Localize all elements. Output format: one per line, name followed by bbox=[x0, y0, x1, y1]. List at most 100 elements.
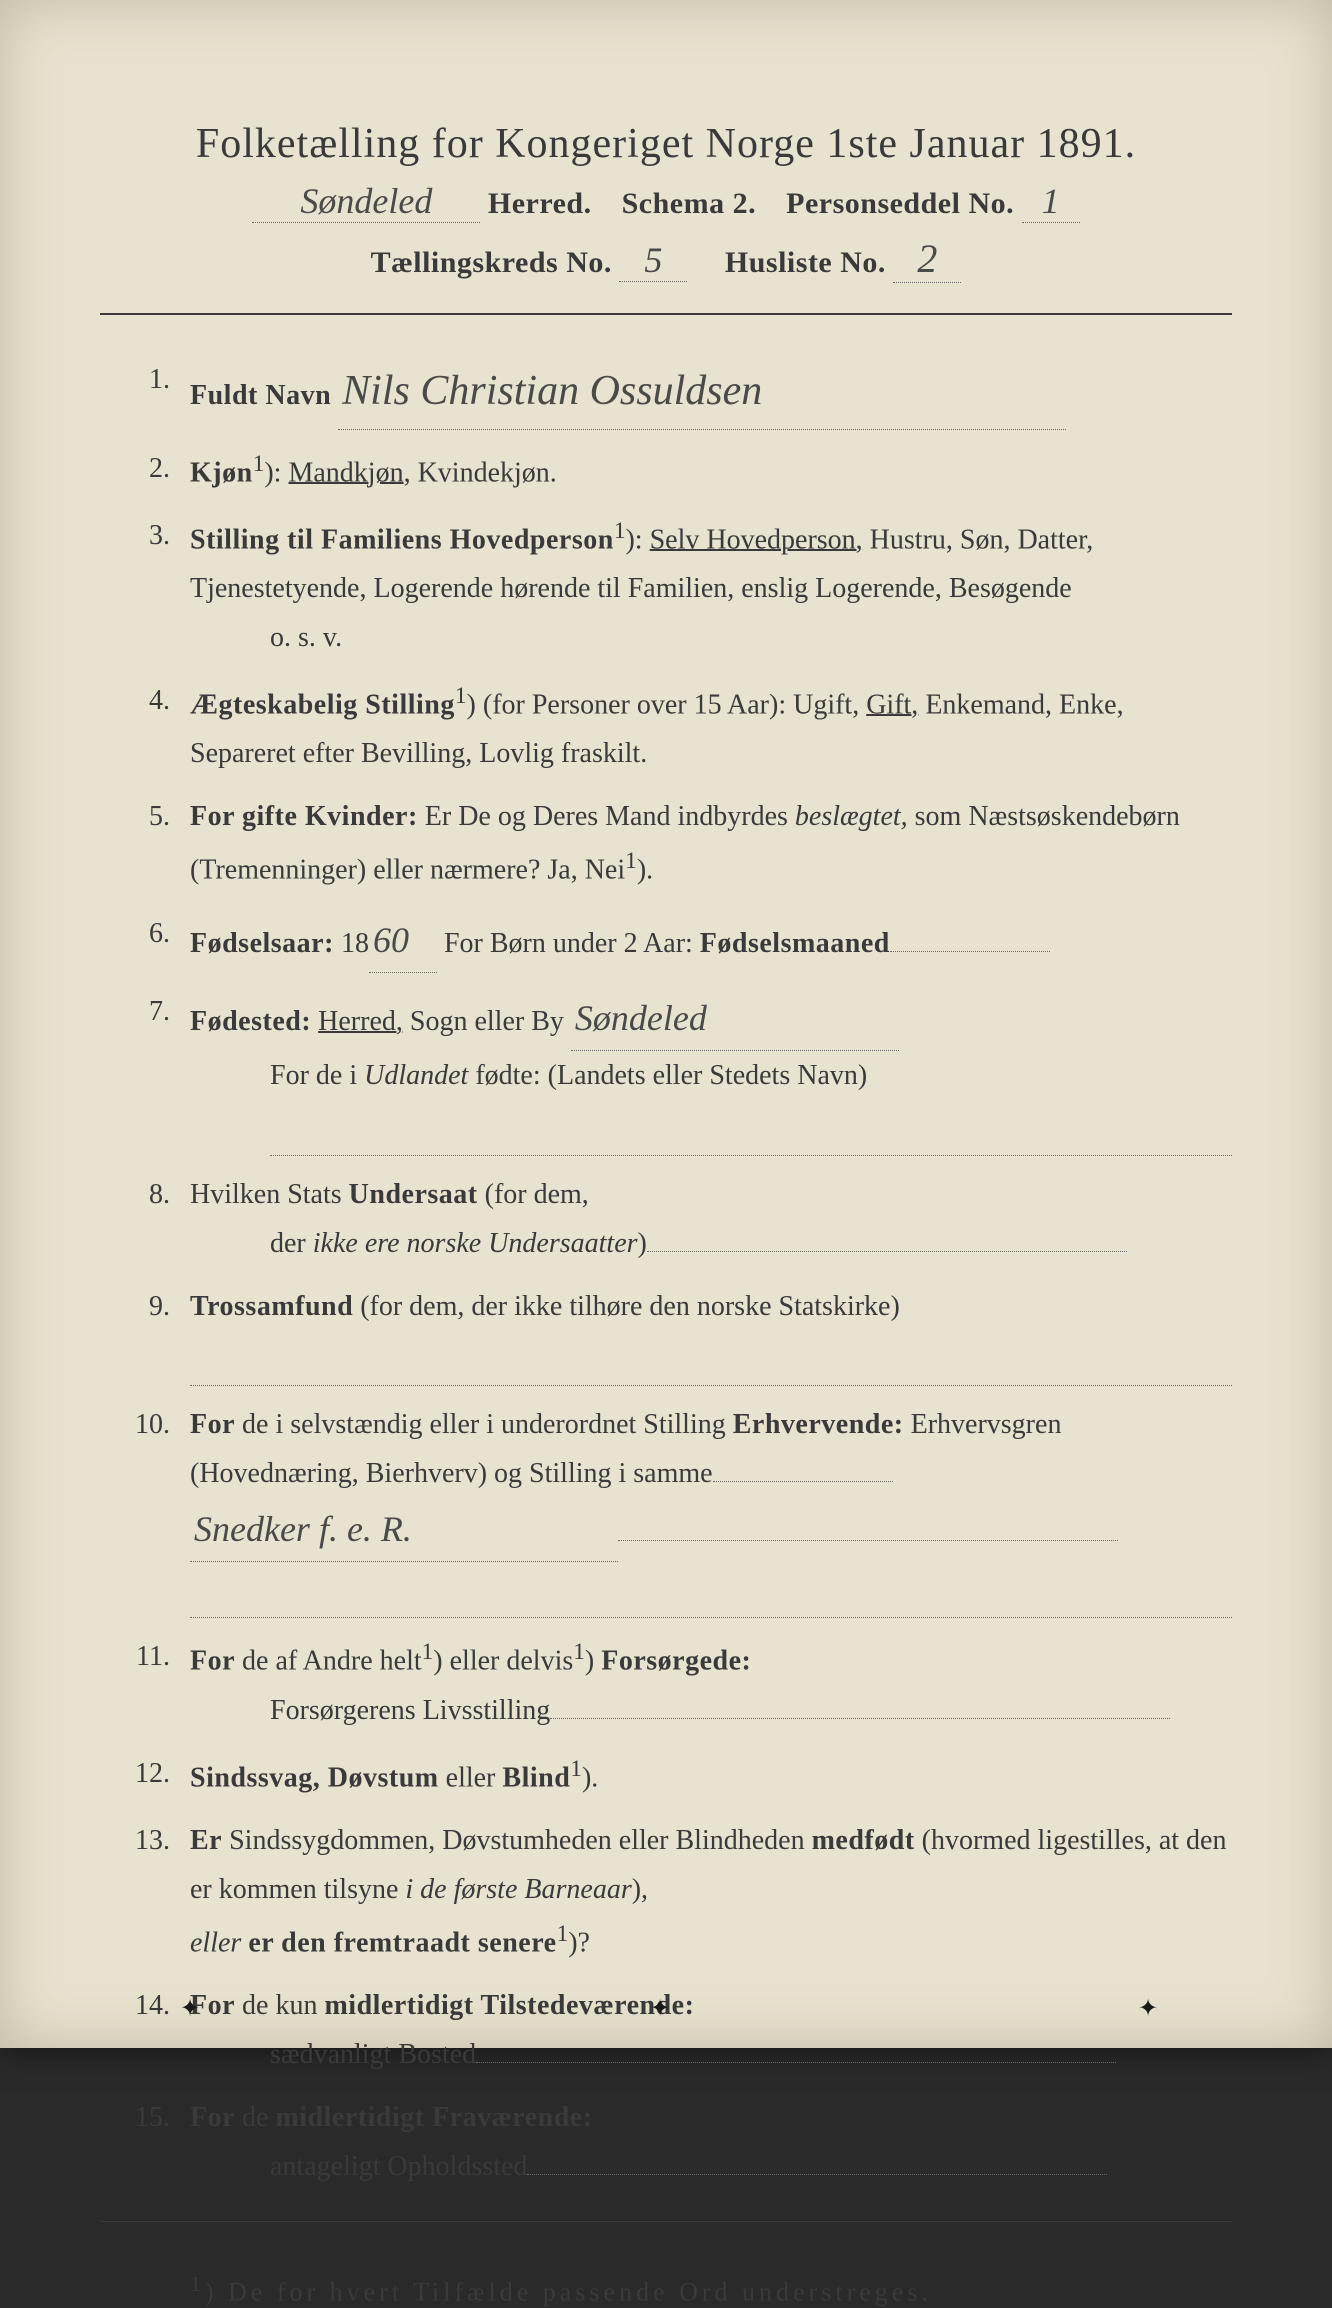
t3: ). bbox=[637, 855, 653, 886]
header-line-3: Tællingskreds No. 5 Husliste No. 2 bbox=[100, 235, 1232, 283]
item-body: Ægteskabelig Stilling1) (for Personer ov… bbox=[190, 676, 1232, 778]
item-body: For de af Andre helt1) eller delvis1) Fo… bbox=[190, 1632, 1232, 1734]
census-form-page: Folketælling for Kongeriget Norge 1ste J… bbox=[0, 0, 1332, 2048]
t1: Sogn eller By bbox=[403, 1006, 564, 1037]
cont: For de i Udlandet fødte: (Landets eller … bbox=[190, 1051, 1232, 1100]
item-num: 7. bbox=[100, 987, 190, 1156]
item-num: 8. bbox=[100, 1170, 190, 1268]
item-1: 1. Fuldt Navn Nils Christian Ossuldsen bbox=[100, 355, 1232, 430]
item-10: 10. For de i selvstændig eller i underor… bbox=[100, 1400, 1232, 1618]
t2: antageligt Opholdssted bbox=[270, 2151, 527, 2182]
t1: de bbox=[235, 2102, 275, 2133]
item-num: 14. bbox=[100, 1981, 190, 2079]
item-num: 9. bbox=[100, 1282, 190, 1387]
em: ikke ere norske Undersaatter bbox=[313, 1228, 638, 1259]
t2: sædvanligt Bosted bbox=[270, 2039, 476, 2070]
label: For gifte Kvinder: bbox=[190, 801, 418, 832]
em2: eller bbox=[190, 1927, 241, 1958]
item-13: 13. Er Sindssygdommen, Døvstumheden elle… bbox=[100, 1816, 1232, 1967]
occupation-value: Snedker f. e. R. bbox=[190, 1498, 618, 1562]
form-header: Folketælling for Kongeriget Norge 1ste J… bbox=[100, 120, 1232, 283]
item-2: 2. Kjøn1): Mandkjøn, Kvindekjøn. bbox=[100, 444, 1232, 497]
t1: ) (for Personer over 15 Aar): Ugift, bbox=[467, 689, 867, 720]
t2: For de i bbox=[270, 1060, 364, 1091]
item-12: 12. Sindssvag, Døvstum eller Blind1). bbox=[100, 1749, 1232, 1802]
t3: fødte: (Landets eller Stedets Navn) bbox=[468, 1060, 867, 1091]
item-5: 5. For gifte Kvinder: Er De og Deres Man… bbox=[100, 792, 1232, 894]
label: Kjøn bbox=[190, 457, 253, 488]
label: Fuldt Navn bbox=[190, 380, 331, 411]
sex-selected: Mandkjøn bbox=[288, 457, 403, 488]
label2: Erhvervende: bbox=[733, 1409, 904, 1440]
husliste-no: 2 bbox=[893, 235, 961, 283]
t1: For Børn under 2 Aar: bbox=[437, 928, 700, 959]
dots bbox=[713, 1481, 893, 1482]
item-num: 15. bbox=[100, 2093, 190, 2191]
em1: i de første Barneaar bbox=[405, 1874, 631, 1905]
dots2 bbox=[618, 1540, 1118, 1541]
t2: ) eller delvis bbox=[433, 1646, 573, 1677]
birthplace-value: Søndeled bbox=[571, 987, 899, 1051]
religion-field bbox=[190, 1341, 1232, 1387]
osv: o. s. v. bbox=[190, 613, 1232, 662]
t1: de i selvstændig eller i underordnet Sti… bbox=[235, 1409, 733, 1440]
birth-year: 60 bbox=[369, 909, 437, 973]
sep: , bbox=[404, 457, 418, 488]
sex-other: Kvindekjøn. bbox=[418, 457, 557, 488]
item-num: 1. bbox=[100, 355, 190, 430]
label: Stilling til Familiens Hovedperson bbox=[190, 524, 614, 555]
item-num: 11. bbox=[100, 1632, 190, 1734]
em: Udlandet bbox=[364, 1060, 468, 1091]
t2: ). bbox=[582, 1762, 598, 1793]
label: Trossamfund bbox=[190, 1291, 353, 1322]
cont: Forsørgerens Livsstilling bbox=[190, 1686, 1232, 1735]
item-6: 6. Fødselsaar: 1860 For Børn under 2 Aar… bbox=[100, 909, 1232, 973]
item-num: 2. bbox=[100, 444, 190, 497]
item-num: 3. bbox=[100, 511, 190, 662]
tallingskreds-label: Tællingskreds No. bbox=[371, 246, 612, 279]
schema-label: Schema 2. bbox=[622, 187, 757, 220]
item-body: Er Sindssygdommen, Døvstumheden eller Bl… bbox=[190, 1816, 1232, 1967]
t1: de af Andre helt bbox=[235, 1646, 422, 1677]
label2: medfødt bbox=[812, 1825, 915, 1856]
herred-label: Herred. bbox=[488, 187, 592, 220]
item-body: Fødselsaar: 1860 For Børn under 2 Aar: F… bbox=[190, 909, 1232, 973]
item-num: 6. bbox=[100, 909, 190, 973]
provider-field bbox=[550, 1718, 1170, 1719]
t1: de kun bbox=[235, 1990, 324, 2021]
tallingskreds-no: 5 bbox=[619, 239, 687, 282]
item-body: For de midlertidigt Fraværende: antageli… bbox=[190, 2093, 1232, 2191]
whereabouts-field bbox=[527, 2174, 1107, 2175]
selected: Herred, bbox=[318, 1006, 403, 1037]
header-line-2: Søndeled Herred. Schema 2. Personseddel … bbox=[100, 180, 1232, 223]
label2: midlertidigt Tilstedeværende: bbox=[324, 1990, 694, 2021]
t4: Forsørgerens Livsstilling bbox=[270, 1695, 550, 1726]
sup: 1 bbox=[557, 1921, 569, 1947]
punch-mark: ✦ bbox=[180, 1994, 194, 2008]
cont: eller er den fremtraadt senere1)? bbox=[190, 1914, 1232, 1967]
item-num: 4. bbox=[100, 676, 190, 778]
sup: 1 bbox=[614, 518, 626, 544]
t2: (for dem, bbox=[478, 1179, 589, 1210]
sup: 1 bbox=[570, 1756, 582, 1782]
cont: Snedker f. e. R. bbox=[190, 1498, 1232, 1562]
item-num: 13. bbox=[100, 1816, 190, 1967]
selected: Selv Hovedperson, bbox=[650, 524, 863, 555]
sup2: 1 bbox=[573, 1639, 585, 1665]
cont: antageligt Opholdssted bbox=[190, 2142, 1232, 2191]
item-15: 15. For de midlertidigt Fraværende: anta… bbox=[100, 2093, 1232, 2191]
sup1: 1 bbox=[422, 1639, 434, 1665]
item-body: Kjøn1): Mandkjøn, Kvindekjøn. bbox=[190, 444, 1232, 497]
item-body: Stilling til Familiens Hovedperson1): Se… bbox=[190, 511, 1232, 662]
item-11: 11. For de af Andre helt1) eller delvis1… bbox=[100, 1632, 1232, 1734]
t3: der bbox=[270, 1228, 313, 1259]
item-8: 8. Hvilken Stats Undersaat (for dem, der… bbox=[100, 1170, 1232, 1268]
label2: Blind bbox=[502, 1762, 570, 1793]
t1: Hvilken Stats bbox=[190, 1179, 349, 1210]
form-items: 1. Fuldt Navn Nils Christian Ossuldsen 2… bbox=[100, 355, 1232, 2191]
occupation-field-2 bbox=[190, 1572, 1232, 1618]
t1: (for dem, der ikke tilhøre den norske St… bbox=[353, 1291, 900, 1322]
sup: 1 bbox=[625, 848, 637, 874]
footnote-sup: 1 bbox=[190, 2272, 205, 2296]
label: Sindssvag, Døvstum bbox=[190, 1762, 439, 1793]
